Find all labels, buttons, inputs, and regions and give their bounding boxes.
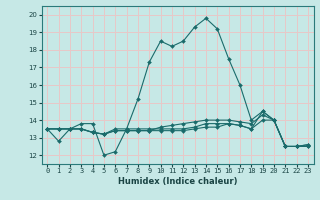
X-axis label: Humidex (Indice chaleur): Humidex (Indice chaleur) bbox=[118, 177, 237, 186]
